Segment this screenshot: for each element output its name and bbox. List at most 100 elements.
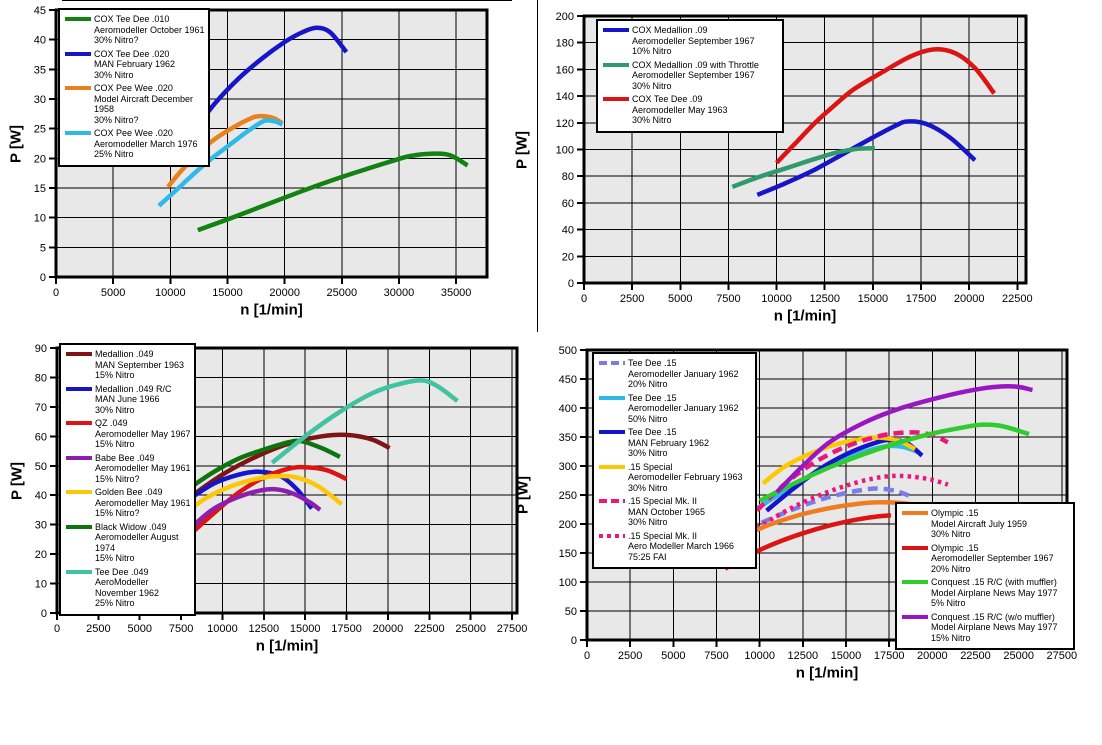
legend-swatch-solid [603, 28, 629, 32]
x-tick-label: 10000 [207, 623, 238, 635]
legend-entry-text: COX Pee Wee .020 Aeromodeller March 1976 2… [94, 128, 198, 159]
legend-swatch-solid [902, 614, 928, 619]
series-curve-medallion-049-r-c-30-nitro [184, 469, 314, 510]
legend-swatch-solid [902, 580, 928, 584]
series-curve-cox-medallion-09-with-throttle-30-nitro [731, 145, 875, 190]
x-tick-label: 20000 [917, 650, 948, 662]
legend-swatch-solid [902, 545, 928, 550]
legend-entry-text: Medallion .049 MAN September 1963 15% Nitr… [95, 349, 185, 380]
x-tick-label: 15000 [212, 287, 243, 299]
x-tick-label: 17500 [874, 650, 905, 662]
legend-entry-15-special-mk-ii-30-nitro: .15 Special Mk. II MAN October 1965 30% Ni… [599, 496, 752, 528]
y-axis-title: P [W] [7, 124, 25, 163]
x-tick-label: 0 [54, 623, 60, 635]
series-curve-cox-tee-dee-09-30-nitro [774, 47, 997, 165]
x-tick-label: 10000 [761, 293, 792, 305]
y-tick-label: 20 [562, 251, 574, 263]
x-tick-label: 35000 [441, 287, 472, 299]
y-tick-label: 120 [556, 118, 574, 130]
legend-entry-olympic-15-20-nitro: Olympic .15 Aeromodeller September 1967 20… [902, 543, 1070, 575]
legend-entry-15-special-30-nitro: .15 Special Aeromodeller February 1963 30%… [599, 462, 752, 494]
legend-entry-text: Black Widow .049 Aeromodeller August 1974… [95, 521, 179, 564]
legend-swatch-solid [66, 386, 92, 391]
chart-cox-049-engines: 0 2500 5000 7500 10000 12500 15000 17500 20000 22… [0, 335, 550, 675]
legend-entry-text: Olympic .15 Model Aircraft July 1959 30% N… [931, 508, 1028, 539]
chart-cox-medallion-tee-dee-09: 0 2500 5000 7500 10000 12500 15000 17500 20000 22… [505, 0, 1102, 333]
legend-swatch-solid [599, 464, 625, 469]
x-tick-label: 7500 [169, 623, 193, 635]
series-curve-medallion-049-15-nitro [191, 432, 391, 498]
x-tick-label: 17500 [331, 623, 362, 635]
x-tick-label: 5000 [101, 287, 125, 299]
legend-swatch-dotted [599, 533, 625, 538]
x-tick-label: 22500 [960, 650, 991, 662]
legend-entry-text: Tee Dee .15 Aeromodeller January 1962 50% … [628, 392, 739, 424]
legend-entry-black-widow-049-15-nitro: Black Widow .049 Aeromodeller August 1974… [66, 522, 191, 564]
y-tick-label: 70 [35, 402, 47, 414]
legend-entry-cox-pee-wee-020-25-nitro: COX Pee Wee .020 Aeromodeller March 1976 2… [65, 128, 205, 160]
x-axis-title: n [1/min] [795, 664, 859, 682]
legend-entry-text: Tee Dee .15 MAN February 1962 30% Nitro [628, 427, 710, 458]
legend-swatch-solid [599, 430, 625, 434]
x-axis-title: n [1/min] [773, 307, 837, 325]
x-tick-label: 15000 [858, 293, 889, 305]
y-tick-label: 80 [35, 372, 47, 384]
y-tick-label: 35 [34, 64, 46, 76]
x-tick-label: 5000 [127, 623, 151, 635]
x-tick-label: 0 [53, 287, 59, 299]
x-tick-label: 27500 [497, 623, 528, 635]
y-tick-label: 100 [559, 577, 577, 589]
y-tick-label: 450 [559, 374, 577, 386]
legend-entry-conquest-15-r-c-with-muffler-5-nitro: Conquest .15 R/C (with muffler) Model Air… [902, 577, 1070, 609]
legend-entry-text: Conquest .15 R/C (w/o muffler) Model Airp… [931, 611, 1058, 643]
x-tick-label: 22500 [1002, 293, 1033, 305]
legend-swatch-solid [66, 352, 92, 356]
series-curve-tee-dee-049-25-nitro [270, 378, 459, 465]
y-tick-label: 150 [559, 548, 577, 560]
legend-entry-golden-bee-049-15-nitro: Golden Bee .049 Aeromodeller May 1961 15% … [66, 487, 191, 519]
legend-entry-olympic-15-30-nitro: Olympic .15 Model Aircraft July 1959 30% N… [902, 508, 1070, 540]
x-tick-label: 20000 [373, 623, 404, 635]
y-tick-label: 0 [568, 278, 574, 290]
y-tick-label: 80 [562, 171, 574, 183]
series-curve-golden-bee-049-15-nitro [179, 473, 343, 518]
chart-frame-top-line [62, 0, 512, 1]
legend-entry-text: COX Pee Wee .020 Model Aircraft December … [94, 83, 194, 125]
legend-entry-text: COX Tee Dee .010 Aeromodeller October 196… [94, 14, 205, 45]
series-curve-cox-medallion-09-10-nitro [756, 119, 977, 197]
legend-entry-medallion-049-15-nitro: Medallion .049 MAN September 1963 15% Nitr… [66, 349, 191, 381]
series-curve-conquest-15-r-c-with-muffler-5-nitro [758, 422, 1030, 503]
x-tick-label: 25000 [455, 623, 486, 635]
x-tick-label: 10000 [155, 287, 186, 299]
legend-entry-text: COX Medallion .09 Aeromodeller September … [632, 25, 755, 56]
legend-swatch-solid [603, 97, 629, 101]
legend-entry-text: .15 Special Aeromodeller February 1963 30%… [628, 461, 743, 493]
legend-entry-tee-dee-15-50-nitro: Tee Dee .15 Aeromodeller January 1962 50% … [599, 393, 752, 425]
legend-swatch-dashed [599, 499, 625, 503]
y-axis-title: P [W] [514, 475, 532, 515]
x-tick-label: 15000 [831, 650, 862, 662]
legend-box-0: Medallion .049 MAN September 1963 15% Nitr… [59, 343, 196, 616]
y-tick-label: 60 [562, 198, 574, 210]
y-tick-label: 20 [34, 153, 46, 165]
legend-entry-babe-bee-049-15-nitro: Babe Bee .049 Aeromodeller May 1961 15% Ni… [66, 453, 191, 485]
x-tick-label: 10000 [744, 650, 775, 662]
legend-box-0: COX Medallion .09 Aeromodeller September … [596, 19, 784, 133]
x-tick-label: 17500 [906, 293, 937, 305]
x-tick-label: 12500 [249, 623, 280, 635]
legend-box-0: Tee Dee .15 Aeromodeller January 1962 20% … [592, 352, 757, 569]
y-tick-label: 10 [35, 579, 47, 591]
x-tick-label: 0 [581, 293, 587, 305]
legend-swatch-solid [66, 524, 92, 529]
plot-border [582, 14, 1028, 285]
y-tick-label: 200 [559, 519, 577, 531]
y-tick-label: 5 [40, 242, 46, 254]
x-axis-title: n [1/min] [255, 637, 319, 655]
chart-cox-010-020-pee-wee: 0 5000 10000 15000 20000 25000 30000 35000 0 5 10 1… [0, 0, 550, 333]
x-tick-label: 7500 [704, 650, 728, 662]
y-tick-label: 60 [35, 431, 47, 443]
series-curve-cox-pee-wee-020-25-nitro [157, 118, 284, 208]
x-tick-label: 20000 [954, 293, 985, 305]
series-curve-black-widow-049-15-nitro [186, 438, 341, 492]
